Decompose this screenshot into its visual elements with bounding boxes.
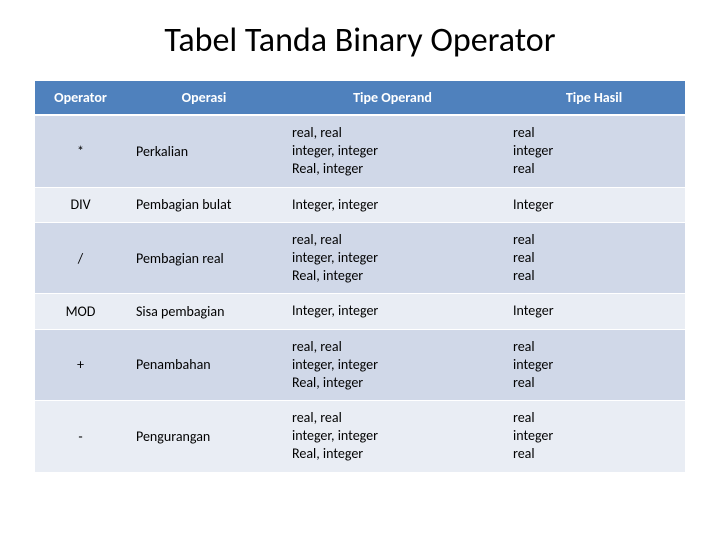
cell-operasi: Pembagian real — [126, 222, 282, 294]
cell-operator: * — [35, 115, 126, 187]
cell-result: real integer real — [503, 115, 685, 187]
table-row: DIV Pembagian bulat Integer, integer Int… — [35, 187, 685, 222]
operator-table: Operator Operasi Tipe Operand Tipe Hasil… — [35, 81, 685, 473]
cell-operator: / — [35, 222, 126, 294]
page-title: Tabel Tanda Binary Operator — [35, 20, 685, 61]
cell-result: Integer — [503, 294, 685, 329]
table-header-row: Operator Operasi Tipe Operand Tipe Hasil — [35, 81, 685, 115]
cell-result: real integer real — [503, 329, 685, 401]
cell-operand: Integer, integer — [282, 294, 503, 329]
table-row: + Penambahan real, real integer, integer… — [35, 329, 685, 401]
header-operator: Operator — [35, 81, 126, 115]
cell-result: Integer — [503, 187, 685, 222]
cell-operasi: Sisa pembagian — [126, 294, 282, 329]
table-row: / Pembagian real real, real integer, int… — [35, 222, 685, 294]
table-row: - Pengurangan real, real integer, intege… — [35, 401, 685, 473]
header-tipe-hasil: Tipe Hasil — [503, 81, 685, 115]
header-tipe-operand: Tipe Operand — [282, 81, 503, 115]
cell-operand: real, real integer, integer Real, intege… — [282, 401, 503, 473]
cell-operand: Integer, integer — [282, 187, 503, 222]
header-operasi: Operasi — [126, 81, 282, 115]
table-row: * Perkalian real, real integer, integer … — [35, 115, 685, 187]
cell-operand: real, real integer, integer Real, intege… — [282, 329, 503, 401]
cell-operator: - — [35, 401, 126, 473]
cell-operand: real, real integer, integer Real, intege… — [282, 222, 503, 294]
cell-operasi: Pengurangan — [126, 401, 282, 473]
cell-operator: MOD — [35, 294, 126, 329]
cell-operator: + — [35, 329, 126, 401]
cell-operand: real, real integer, integer Real, intege… — [282, 115, 503, 187]
table-row: MOD Sisa pembagian Integer, integer Inte… — [35, 294, 685, 329]
cell-operasi: Penambahan — [126, 329, 282, 401]
cell-result: real integer real — [503, 401, 685, 473]
cell-result: real real real — [503, 222, 685, 294]
cell-operasi: Perkalian — [126, 115, 282, 187]
cell-operasi: Pembagian bulat — [126, 187, 282, 222]
cell-operator: DIV — [35, 187, 126, 222]
